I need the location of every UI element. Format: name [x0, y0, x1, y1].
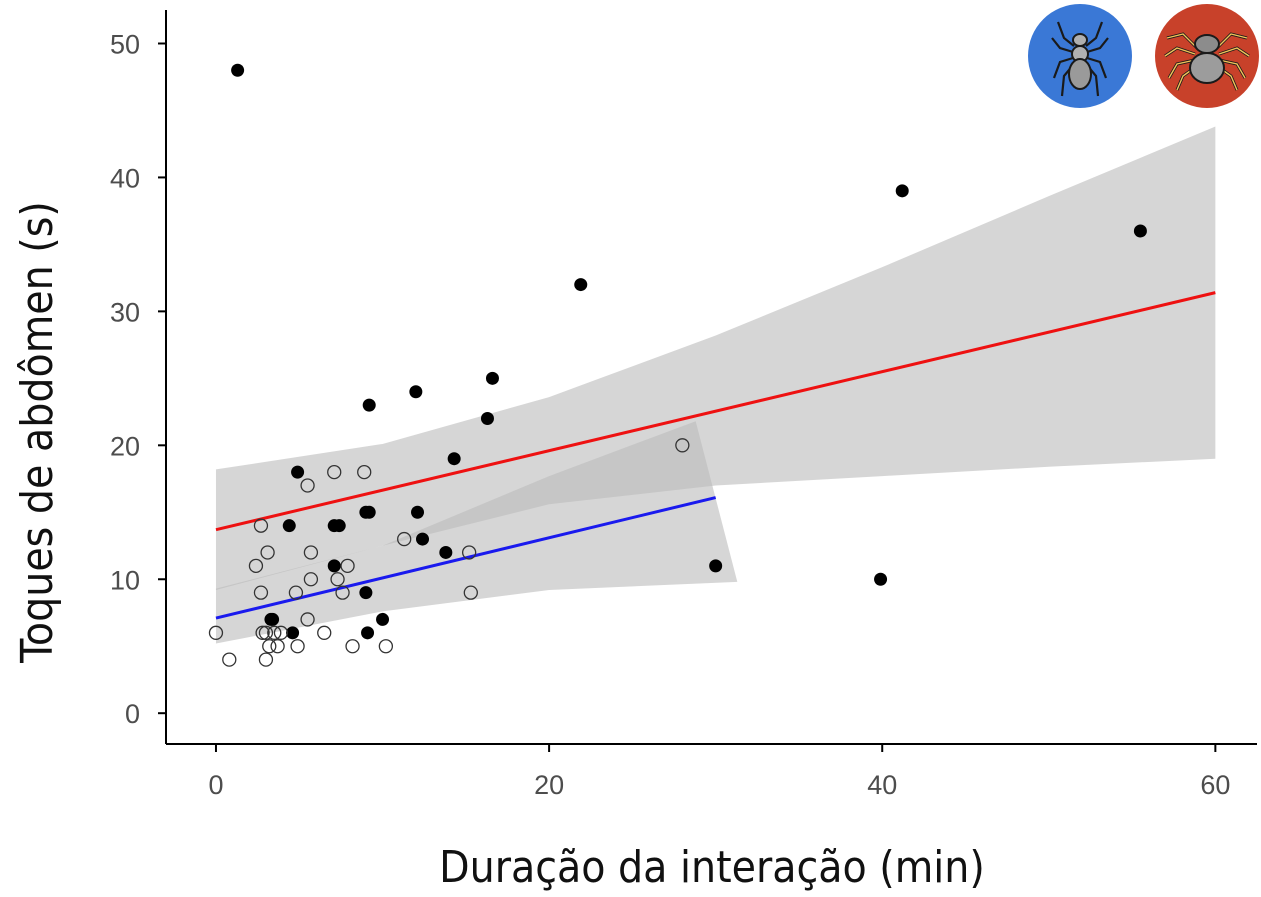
point-filled — [291, 465, 305, 479]
point-filled — [709, 559, 723, 573]
point-open — [258, 652, 274, 667]
point-open — [208, 625, 224, 640]
point-open — [330, 572, 345, 587]
y-tick-label: 10 — [110, 565, 140, 595]
point-open — [303, 572, 319, 587]
point-filled — [480, 412, 494, 426]
point-filled — [574, 278, 588, 292]
x-tick-label: 60 — [1200, 770, 1230, 800]
fit-line-red — [215, 291, 1216, 532]
point-filled — [327, 559, 341, 573]
point-open — [461, 545, 477, 560]
spider-red-icon — [1155, 4, 1259, 108]
axes — [165, 10, 1257, 745]
point-filled — [411, 505, 425, 519]
point-open — [290, 639, 305, 654]
point-filled — [895, 184, 909, 198]
y-tick-label: 50 — [110, 29, 140, 59]
point-filled — [416, 532, 430, 546]
point-filled — [439, 545, 453, 559]
y-tick-label: 40 — [110, 163, 140, 193]
point-open — [340, 558, 355, 574]
point-open — [222, 652, 237, 667]
point-filled — [485, 371, 499, 385]
point-filled — [286, 626, 300, 640]
point-open — [258, 625, 274, 640]
ci-ribbon-red — [215, 126, 1216, 590]
data-points — [208, 63, 1147, 667]
point-filled — [231, 63, 245, 77]
legend — [1028, 4, 1259, 108]
x-tick-label: 0 — [208, 770, 223, 800]
point-filled — [376, 612, 390, 626]
y-axis-title: Toques de abdômen (s) — [12, 201, 63, 664]
point-filled — [447, 452, 461, 466]
point-open — [335, 585, 350, 600]
point-open — [675, 438, 690, 453]
point-open — [300, 478, 315, 493]
point-open — [300, 612, 315, 627]
point-filled — [874, 572, 888, 586]
point-filled — [264, 612, 278, 626]
point-open — [267, 625, 282, 640]
point-filled — [409, 385, 423, 399]
point-filled — [359, 505, 373, 519]
point-open — [262, 639, 277, 654]
point-open — [288, 585, 304, 600]
point-open — [317, 625, 332, 640]
point-open — [397, 531, 412, 547]
point-open — [270, 639, 285, 654]
point-open — [253, 585, 269, 600]
ticks: 0 20 40 60 0 10 20 30 40 50 — [110, 29, 1230, 800]
spider-blue-icon — [1028, 4, 1132, 108]
y-tick-label: 20 — [110, 431, 140, 461]
point-open — [463, 585, 478, 600]
point-open — [378, 639, 394, 654]
point-filled — [362, 398, 376, 412]
point-filled — [327, 519, 341, 533]
point-open — [255, 625, 270, 640]
point-open — [357, 464, 372, 480]
point-filled — [282, 519, 296, 533]
point-filled — [1133, 224, 1147, 238]
point-open — [260, 545, 275, 560]
y-tick-label: 30 — [110, 297, 140, 327]
x-tick-label: 20 — [534, 770, 564, 800]
y-tick-label: 0 — [125, 699, 140, 729]
point-open — [303, 545, 319, 560]
point-filled — [361, 626, 375, 640]
x-axis-title: Duração da interação (min) — [439, 842, 985, 893]
point-open — [248, 558, 264, 574]
point-open — [273, 625, 289, 640]
point-filled — [359, 586, 373, 600]
x-tick-label: 40 — [867, 770, 897, 800]
point-open — [345, 639, 360, 654]
point-open — [253, 518, 269, 533]
point-open — [327, 464, 342, 480]
